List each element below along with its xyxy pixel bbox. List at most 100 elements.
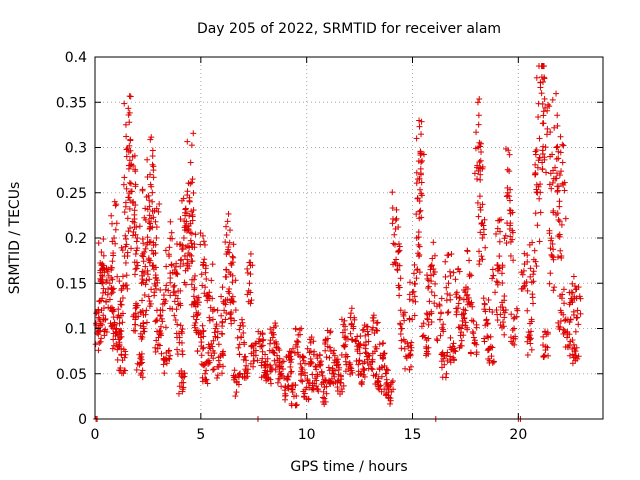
x-tick-label: 5: [196, 427, 205, 443]
data-point-cluster: [557, 133, 564, 140]
data-point-cluster: [402, 365, 409, 372]
data-point-cluster: [456, 294, 463, 301]
data-point-cluster: [536, 238, 543, 245]
data-point-cluster: [194, 347, 201, 354]
data-point-cluster: [361, 322, 368, 329]
data-point-cluster: [397, 275, 404, 282]
data-point-cluster: [451, 357, 458, 364]
data-point-cluster: [213, 321, 220, 328]
data-point-cluster: [178, 330, 185, 337]
data-point-cluster: [302, 372, 309, 379]
data-point-cluster: [396, 284, 403, 291]
data-point-cluster: [334, 384, 341, 391]
data-point-cluster: [311, 380, 318, 387]
data-point-cluster: [349, 369, 356, 376]
data-point-cluster: [561, 317, 568, 324]
data-point: [123, 153, 130, 160]
data-point-cluster: [542, 328, 549, 335]
data-point-cluster: [511, 314, 518, 321]
data-point-cluster: [98, 297, 105, 304]
data-point-cluster: [153, 337, 160, 344]
data-point-cluster: [291, 350, 298, 357]
data-point-cluster: [524, 352, 531, 359]
data-point-cluster: [198, 352, 205, 359]
data-point-cluster: [502, 306, 509, 313]
data-point-cluster: [138, 350, 145, 357]
data-point-cluster: [114, 346, 121, 353]
data-point-cluster: [554, 122, 561, 129]
data-point-cluster: [510, 335, 517, 342]
data-point-cluster: [425, 283, 432, 290]
data-point-cluster: [163, 282, 170, 289]
data-point-cluster: [507, 238, 514, 245]
data-point-cluster: [95, 240, 102, 247]
data-point-cluster: [179, 388, 186, 395]
data-point-cluster: [552, 164, 559, 171]
data-point-cluster: [456, 268, 463, 275]
data-point-cluster: [160, 292, 167, 299]
data-point-cluster: [166, 244, 173, 251]
data-point-cluster: [165, 355, 172, 362]
data-point-cluster: [569, 351, 576, 358]
data-point-cluster: [481, 216, 488, 223]
data-point-cluster: [479, 256, 486, 263]
data-point-cluster: [262, 367, 269, 374]
data-point-cluster: [418, 190, 425, 197]
data-point-cluster: [438, 364, 445, 371]
data-point-cluster: [560, 142, 567, 149]
data-point-cluster: [362, 341, 369, 348]
data-point-cluster: [554, 187, 561, 194]
data-point-cluster: [351, 316, 358, 323]
data-point-cluster: [530, 300, 537, 307]
data-point-cluster: [313, 364, 320, 371]
data-point-cluster: [398, 345, 405, 352]
data-point-cluster: [348, 310, 355, 317]
data-point-cluster: [561, 179, 568, 186]
data-point-cluster: [328, 375, 335, 382]
data-point-cluster: [401, 309, 408, 316]
data-point-cluster: [288, 386, 295, 393]
data-point-cluster: [120, 181, 127, 188]
data-point-cluster: [136, 223, 143, 230]
data-point-cluster: [428, 262, 435, 269]
data-point-cluster: [187, 220, 194, 227]
data-point-cluster: [146, 259, 153, 266]
data-point-cluster: [268, 330, 275, 337]
data-point-cluster: [510, 257, 517, 264]
data-point-cluster: [369, 314, 376, 321]
data-point-cluster: [231, 317, 238, 324]
data-point-cluster: [115, 306, 122, 313]
data-point-cluster: [431, 300, 438, 307]
data-point-cluster: [274, 357, 281, 364]
data-point-cluster: [156, 331, 163, 338]
data-point-cluster: [326, 367, 333, 374]
data-point-cluster: [308, 334, 315, 341]
data-point-cluster: [133, 366, 140, 373]
data-point-cluster: [509, 326, 516, 333]
data-point-cluster: [175, 288, 182, 295]
data-point-cluster: [235, 344, 242, 351]
data-point-cluster: [114, 344, 121, 351]
data-point-cluster: [247, 262, 254, 269]
data-point-cluster: [161, 356, 168, 363]
data-point-cluster: [182, 252, 189, 259]
data-point-cluster: [549, 96, 556, 103]
data-point-cluster: [224, 296, 231, 303]
data-point-cluster: [355, 361, 362, 368]
data-point-cluster: [373, 327, 380, 334]
data-point-cluster: [325, 364, 332, 371]
data-point-cluster: [214, 363, 221, 370]
data-point-cluster: [452, 276, 459, 283]
data-point-cluster: [224, 218, 231, 225]
data-point-cluster: [499, 319, 506, 326]
data-point-cluster: [200, 361, 207, 368]
data-point: [111, 235, 118, 241]
data-point-cluster: [557, 247, 564, 254]
data-point-cluster: [122, 259, 129, 266]
data-point-cluster: [288, 368, 295, 375]
data-point-cluster: [430, 265, 437, 272]
data-point-cluster: [447, 359, 454, 366]
data-point-cluster: [218, 293, 225, 300]
data-point-cluster: [206, 344, 213, 351]
data-point-cluster: [111, 198, 118, 205]
